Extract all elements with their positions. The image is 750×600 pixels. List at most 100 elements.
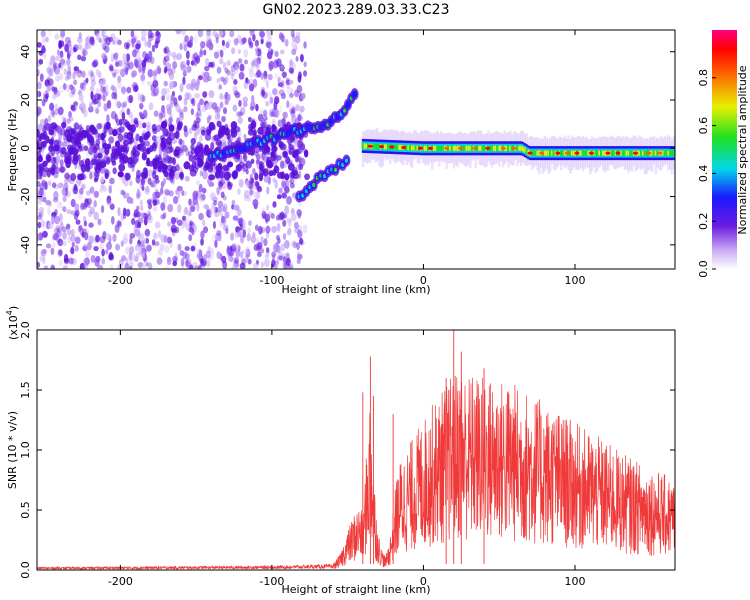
noise-blob (186, 261, 192, 269)
steady-line-inner (452, 145, 456, 151)
noise-blob (281, 118, 286, 125)
noise-blob (112, 233, 117, 242)
noise-blob (63, 68, 67, 75)
steady-line-inner (387, 144, 390, 150)
noise-blob (160, 214, 165, 220)
steady-line-inner (569, 150, 572, 156)
noise-blob (150, 56, 155, 65)
noise-blob (161, 104, 165, 114)
noise-blob (255, 159, 260, 166)
noise-blob (293, 149, 299, 157)
noise-blob (91, 98, 98, 105)
noise-blob (118, 153, 126, 160)
noise-blob (195, 179, 201, 186)
noise-blob (254, 172, 259, 181)
steady-line-peak (389, 145, 395, 149)
noise-blob (54, 209, 58, 216)
noise-blob (179, 250, 185, 256)
noise-blob (295, 31, 301, 38)
noise-blob (70, 173, 77, 182)
noise-blob (37, 124, 43, 131)
steady-line-peak (605, 151, 611, 155)
noise-blob (68, 48, 74, 56)
noise-blob (205, 250, 211, 259)
noise-blob (141, 185, 145, 191)
noise-blob (243, 48, 249, 58)
spectrogram-ytick-label: -20 (19, 188, 32, 206)
noise-blob (222, 205, 227, 213)
noise-blob (44, 79, 50, 85)
noise-blob (203, 204, 210, 210)
spectrogram-xtick-label: -100 (259, 274, 284, 287)
noise-blob (252, 168, 256, 175)
snr-xtick-label: 0 (420, 575, 427, 588)
noise-blob (75, 219, 81, 225)
noise-blob (221, 255, 227, 264)
noise-blob (118, 163, 126, 172)
noise-blob (205, 103, 212, 110)
noise-blob (151, 239, 156, 246)
noise-blob (248, 187, 255, 195)
noise-blob (136, 190, 142, 198)
steady-line-inner (470, 145, 474, 151)
noise-blob (227, 181, 231, 187)
steady-line-inner (440, 145, 443, 151)
spectrogram-frame (36, 29, 676, 270)
snr-x-ticks: -200 -100 0 100 (108, 330, 585, 588)
noise-blob (120, 189, 125, 196)
noise-blob (79, 82, 84, 90)
noise-blob (274, 72, 278, 79)
noise-blob (66, 58, 71, 66)
noise-blob (152, 158, 158, 165)
noise-blob (132, 86, 139, 93)
noise-blob (51, 215, 55, 225)
noise-blob (289, 136, 295, 143)
noise-blob (266, 41, 272, 49)
noise-blob (252, 232, 256, 238)
steady-line-peak (472, 146, 478, 150)
noise-blob (196, 248, 202, 254)
noise-blob (216, 82, 221, 92)
steady-line-inner (561, 150, 565, 156)
noise-blob (206, 40, 212, 48)
noise-blob (90, 71, 94, 78)
steady-line-inner (361, 143, 365, 149)
noise-blob (289, 182, 295, 189)
noise-blob (140, 171, 147, 179)
noise-blob (276, 234, 280, 241)
noise-blob (242, 96, 249, 103)
noise-blob (41, 99, 46, 107)
noise-blob (220, 191, 225, 199)
noise-blob (52, 242, 56, 248)
noise-blob (245, 248, 251, 258)
noise-blob (233, 204, 240, 211)
noise-blob (154, 241, 160, 247)
noise-blob (292, 241, 298, 249)
noise-blob (260, 38, 264, 45)
noise-blob (238, 99, 242, 107)
noise-blob (304, 173, 310, 181)
noise-blob (174, 252, 178, 261)
noise-blob (219, 220, 223, 228)
noise-blob (84, 198, 90, 204)
noise-blob (261, 89, 265, 97)
noise-blob (216, 251, 221, 259)
noise-blob (114, 68, 120, 74)
noise-blob (185, 259, 189, 268)
noise-blob (285, 156, 291, 165)
noise-blob (180, 30, 187, 36)
noise-blob (106, 199, 112, 206)
noise-blob (146, 80, 152, 87)
noise-blob (184, 216, 190, 224)
noise-blob (106, 100, 112, 109)
noise-blob (150, 91, 157, 97)
noise-blob (49, 102, 55, 111)
steady-line-inner (560, 150, 563, 156)
noise-blob (171, 51, 177, 58)
noise-blob (117, 207, 121, 217)
steady-line-inner (625, 150, 628, 156)
noise-blob (281, 261, 287, 269)
steady-line-peak (500, 146, 506, 150)
noise-blob (222, 164, 230, 172)
noise-blob (152, 79, 159, 88)
